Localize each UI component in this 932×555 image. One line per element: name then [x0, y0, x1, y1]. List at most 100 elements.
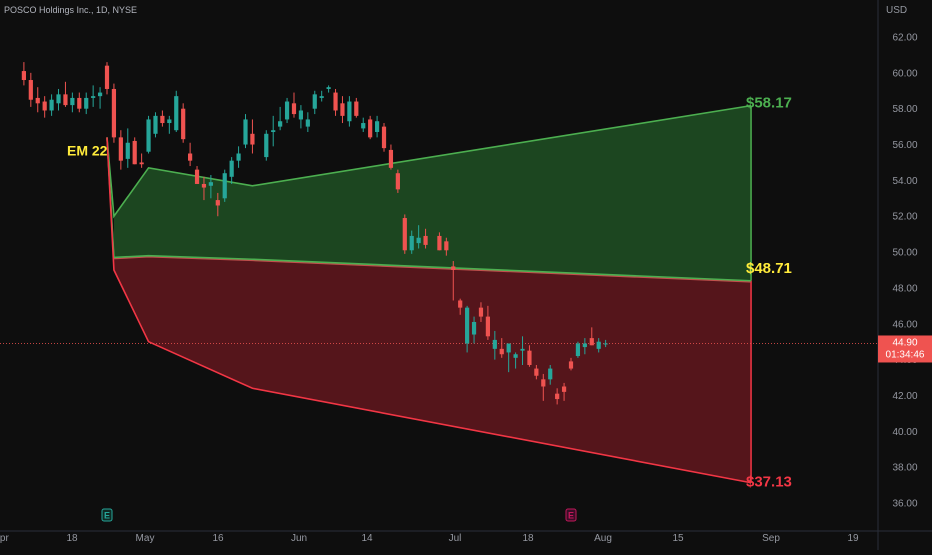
- candle-body: [423, 235, 428, 245]
- candle-body: [582, 343, 587, 348]
- candle-body: [229, 160, 234, 177]
- y-tick-label: 48.00: [892, 283, 917, 294]
- candle-body: [451, 266, 456, 270]
- candle-body: [42, 101, 47, 111]
- candle-body: [243, 119, 248, 145]
- level-label: $58.17: [746, 95, 792, 112]
- x-tick-label: 14: [361, 533, 373, 544]
- candle-body: [416, 237, 421, 244]
- candle-body: [333, 92, 338, 111]
- candle-body: [575, 343, 581, 357]
- candle-body: [555, 393, 560, 400]
- candle-body: [305, 119, 310, 127]
- candle-body: [97, 92, 103, 97]
- candle-body: [188, 153, 193, 161]
- candle-body: [49, 99, 54, 111]
- candle-body: [84, 97, 89, 109]
- x-tick-label: Aug: [594, 533, 612, 544]
- candle-body: [548, 368, 553, 380]
- candle-body: [444, 241, 449, 251]
- candle-body: [534, 368, 539, 376]
- candle-body: [167, 119, 172, 124]
- earnings-marker-box: [565, 508, 577, 522]
- earnings-marker-box: [101, 508, 113, 522]
- y-tick-label: 46.00: [892, 319, 917, 330]
- candle-body: [291, 103, 297, 115]
- y-tick-label: 54.00: [892, 176, 917, 187]
- candle-body: [77, 97, 82, 109]
- candle-body: [91, 96, 96, 98]
- y-tick-label: 62.00: [892, 33, 917, 44]
- candle-body: [596, 341, 601, 349]
- candle-body: [527, 350, 532, 365]
- candle-body: [181, 108, 186, 140]
- candle-body: [28, 80, 33, 100]
- x-tick-label: 18: [66, 533, 78, 544]
- candle-body: [63, 94, 68, 106]
- candle-body: [347, 101, 352, 122]
- earnings-marker-letter: E: [568, 511, 574, 521]
- candle-body: [485, 316, 490, 337]
- candle-body: [201, 183, 207, 188]
- candle-body: [271, 130, 276, 132]
- candle-body: [264, 133, 269, 158]
- candle-body: [153, 115, 158, 134]
- candle-body: [174, 96, 179, 131]
- candle-body: [520, 348, 525, 351]
- y-tick-label: 50.00: [892, 248, 917, 259]
- price-tag-countdown: 01:34:46: [886, 349, 925, 360]
- candle-body: [278, 121, 283, 127]
- candle-body: [437, 235, 442, 251]
- price-scale-bg: [878, 0, 932, 550]
- candle-body: [368, 119, 373, 138]
- candle-body: [409, 235, 414, 251]
- candle-body: [395, 173, 400, 190]
- candle-body: [478, 307, 484, 317]
- x-tick-label: Jun: [291, 533, 307, 544]
- level-label: $48.71: [746, 260, 792, 277]
- candle-body: [208, 182, 213, 186]
- candle-body: [104, 65, 110, 89]
- candle-body: [465, 307, 470, 344]
- candle-body: [499, 348, 504, 355]
- candle-body: [354, 101, 359, 116]
- candle-body: [603, 343, 608, 345]
- x-tick-label: Jul: [449, 533, 462, 544]
- candle-body: [111, 88, 117, 138]
- candle-body: [160, 115, 165, 124]
- y-tick-label: 60.00: [892, 68, 917, 79]
- candle-body: [35, 97, 40, 104]
- earnings-marker-letter: E: [104, 511, 110, 521]
- currency-label: USD: [886, 5, 908, 16]
- candle-body: [70, 97, 75, 106]
- candle-body: [319, 96, 324, 98]
- y-tick-label: 52.00: [892, 212, 917, 223]
- candle-body: [139, 162, 144, 165]
- candle-body: [340, 103, 345, 116]
- y-tick-label: 36.00: [892, 499, 917, 510]
- upper-boundary-line: [106, 104, 752, 219]
- level-label: $37.13: [746, 474, 792, 491]
- candle-body: [312, 94, 317, 109]
- candle-body: [506, 343, 511, 353]
- candle-body: [361, 123, 366, 129]
- candle-body: [21, 71, 26, 81]
- candle-body: [118, 137, 123, 161]
- candle-body: [284, 101, 290, 120]
- candle-body: [194, 169, 200, 184]
- y-tick-label: 40.00: [892, 427, 917, 438]
- candle-body: [298, 110, 304, 120]
- lower-zone-fill: [113, 255, 752, 483]
- candle-body: [250, 133, 255, 145]
- x-tick-label: 19: [847, 533, 859, 544]
- candle-body: [402, 218, 407, 251]
- price-tag-box: [878, 335, 932, 363]
- candle-body: [236, 153, 241, 161]
- y-tick-label: 58.00: [892, 104, 917, 115]
- x-tick-label: May: [136, 533, 155, 544]
- candle-body: [471, 321, 477, 335]
- x-tick-label: 16: [212, 533, 224, 544]
- candle-body: [125, 142, 130, 159]
